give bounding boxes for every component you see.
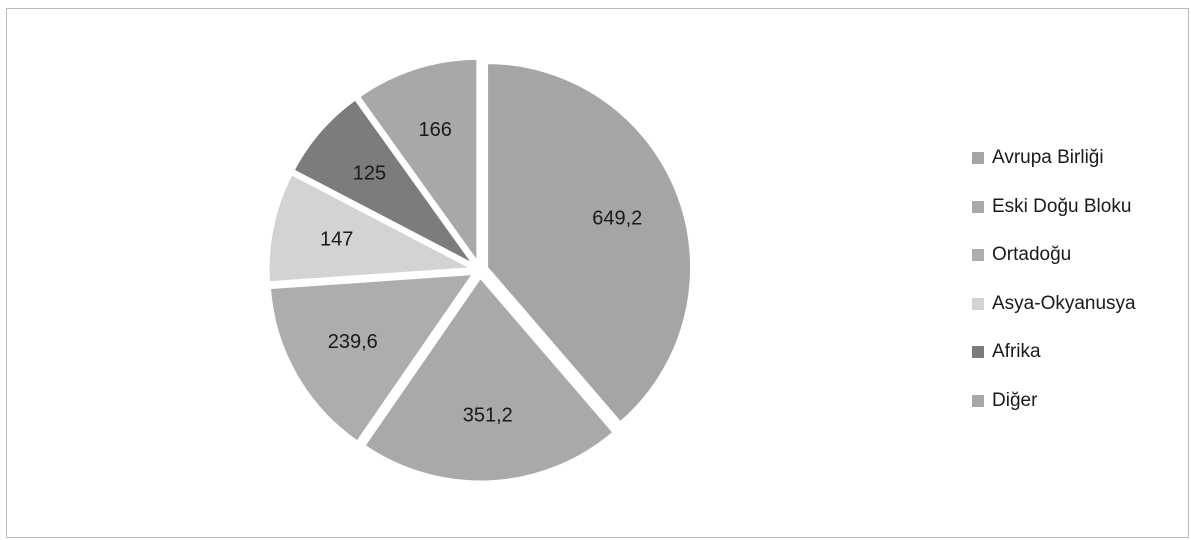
legend-item-eski-dogu-bloku: Eski Doğu Bloku xyxy=(972,183,1182,232)
legend-label: Ortadoğu xyxy=(992,244,1072,266)
legend-item-diger: Diğer xyxy=(972,377,1182,426)
legend-label: Diğer xyxy=(992,389,1038,411)
pie-slice-diger xyxy=(356,56,480,269)
data-label-ortadogu: 239,6 xyxy=(328,331,378,353)
data-label-avrupa-birligi: 649,2 xyxy=(592,207,642,229)
legend-swatch xyxy=(972,152,984,165)
legend-label: Afrika xyxy=(992,341,1041,363)
legend-label: Eski Doğu Bloku xyxy=(992,195,1132,217)
legend-item-afrika: Afrika xyxy=(972,328,1182,377)
pie-slice-eski-dogu-bloku xyxy=(361,274,617,484)
pie-slice-afrika xyxy=(290,96,476,267)
legend-swatch xyxy=(972,346,984,359)
data-label-diger: 166 xyxy=(419,119,452,141)
legend-swatch xyxy=(972,200,984,213)
legend-label: Asya-Okyanusya xyxy=(992,292,1136,314)
data-label-asya-okyanusya: 147 xyxy=(320,228,353,250)
pie-slice-asya-okyanusya xyxy=(266,171,479,285)
legend-swatch xyxy=(972,394,984,407)
data-label-afrika: 125 xyxy=(353,162,386,184)
chart-frame xyxy=(6,8,1189,538)
legend-label: Avrupa Birliği xyxy=(992,147,1104,169)
legend-item-asya-okyanusya: Asya-Okyanusya xyxy=(972,280,1182,329)
pie-slice-ortadogu xyxy=(267,271,477,445)
legend-item-avrupa-birligi: Avrupa Birliği xyxy=(972,134,1182,183)
legend-swatch xyxy=(972,297,984,310)
pie-slice-avrupa-birligi xyxy=(485,61,694,426)
data-label-eski-dogu-bloku: 351,2 xyxy=(463,404,513,426)
legend: Avrupa Birliği Eski Doğu Bloku Ortadoğu … xyxy=(972,134,1182,425)
legend-swatch xyxy=(972,249,984,262)
legend-item-ortadogu: Ortadoğu xyxy=(972,231,1182,280)
